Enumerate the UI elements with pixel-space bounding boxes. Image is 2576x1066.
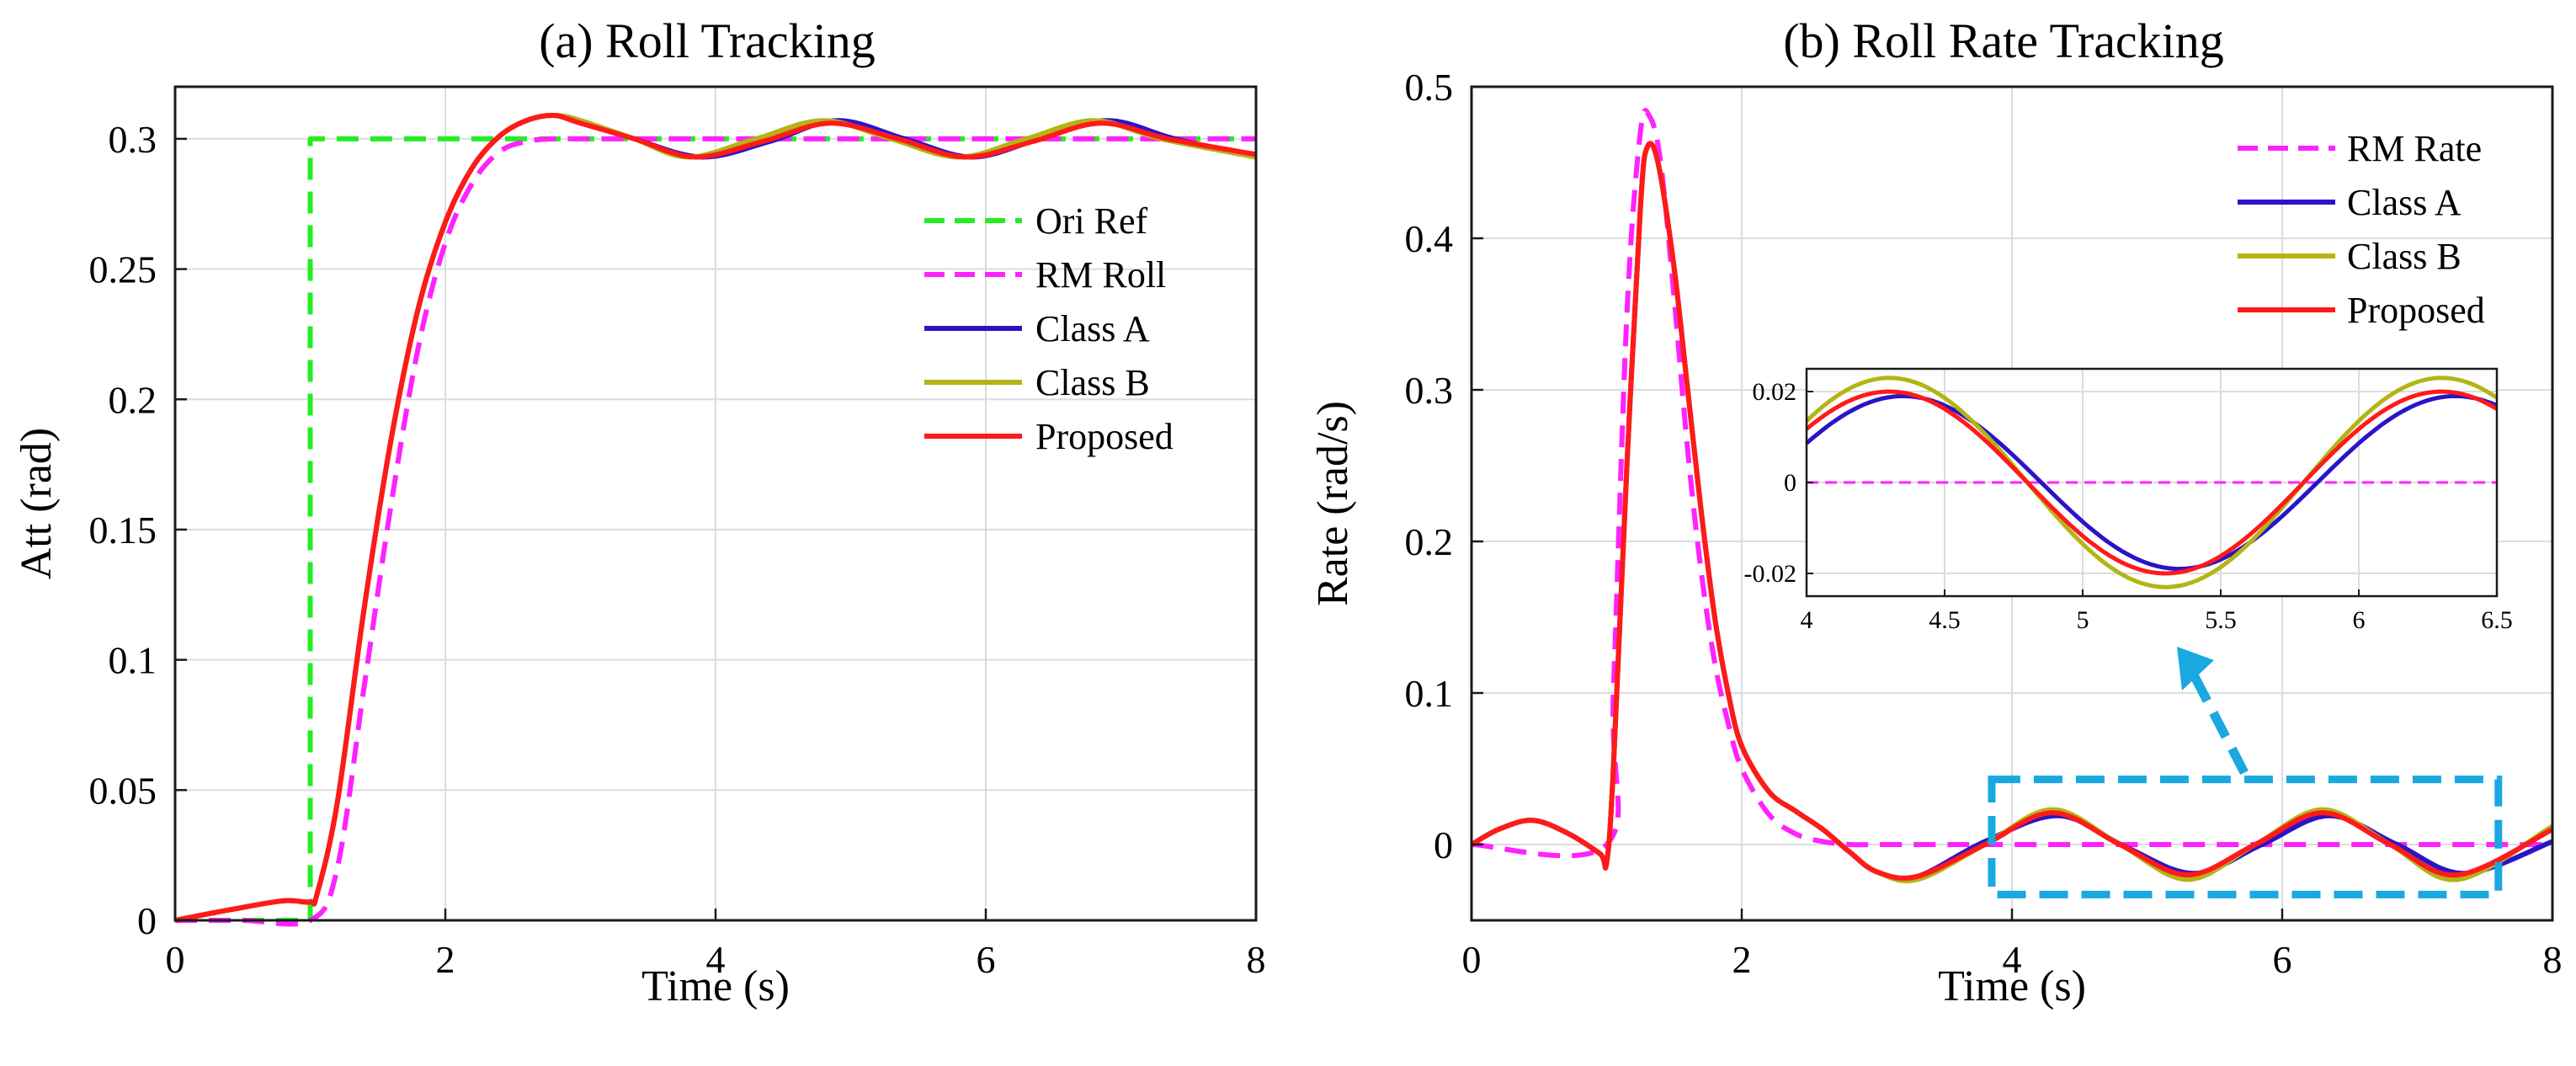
inset-x-tick-label: 5 (2077, 606, 2089, 634)
inset-x-tick-label: 6.5 (2481, 606, 2513, 634)
roll-chart-title: (a) Roll Tracking (539, 13, 876, 68)
roll-series-proposed (174, 112, 1257, 923)
roll-y-axis-label: Att (rad) (13, 428, 61, 579)
zoom-inset: 4 4.5 5 5.5 6 6.5 -0.02 0 0.02 (1744, 367, 2513, 634)
zoom-highlight (1988, 647, 2503, 898)
rate-y-tick-label: 0 (1434, 823, 1453, 866)
roll-legend: Ori Ref RM Roll Class A Class B Proposed (924, 200, 1174, 457)
inset-series (1805, 376, 2499, 589)
roll-y-tick-label: 0.3 (109, 118, 157, 161)
inset-x-tick-label: 4.5 (1929, 606, 1961, 634)
rate-y-tick-label: 0.4 (1405, 217, 1454, 260)
rate-legend-label: Proposed (2347, 290, 2485, 331)
roll-y-tick-label: 0.25 (89, 248, 157, 291)
roll-x-axis-label: Time (s) (641, 962, 790, 1010)
rate-y-tick-label: 0.2 (1405, 520, 1454, 563)
inset-x-tick-label: 6 (2353, 606, 2366, 634)
zoom-highlight-box (1988, 776, 2503, 898)
inset-x-tick-label: 4 (1801, 606, 1813, 634)
rate-legend-label: Class B (2347, 236, 2462, 277)
rate-series-rm-rate (1471, 108, 2552, 859)
roll-y-tick-label: 0.05 (89, 769, 157, 812)
roll-x-tick-label: 4 (706, 938, 726, 981)
rate-legend-label: RM Rate (2347, 128, 2482, 169)
roll-series (174, 112, 1257, 927)
roll-tracking-panel: (a) Roll Tracking 0 2 4 6 8 0 0.05 0.1 0.15 0.2 0.… (13, 13, 1266, 1010)
rate-series-proposed (1470, 141, 2554, 881)
roll-rate-tracking-panel: (b) Roll Rate Tracking 0 2 4 6 8 0 0.1 0.2 0.3 0.… (1309, 13, 2563, 1010)
inset-y-tick-label: 0 (1784, 469, 1796, 497)
rate-legend-label: Class A (2347, 182, 2462, 223)
rate-legend: RM Rate Class A Class B Proposed (2238, 128, 2485, 331)
inset-series-proposed (1805, 389, 2499, 576)
roll-legend-label: RM Roll (1035, 254, 1166, 296)
rate-x-tick-label: 8 (2543, 938, 2563, 981)
rate-x-tick-label: 4 (2003, 938, 2022, 981)
inset-y-tick-label: -0.02 (1744, 560, 1797, 588)
roll-legend-label: Ori Ref (1035, 200, 1148, 242)
rate-chart-title: (b) Roll Rate Tracking (1783, 13, 2224, 68)
rate-y-axis-label: Rate (rad/s) (1309, 401, 1357, 606)
roll-x-tick-label: 8 (1247, 938, 1266, 981)
rate-y-tick-label: 0.5 (1405, 66, 1454, 109)
roll-legend-label: Class A (1035, 308, 1150, 349)
rate-x-tick-label: 2 (1732, 938, 1752, 981)
inset-ticks: 4 4.5 5 5.5 6 6.5 -0.02 0 0.02 (1744, 378, 2513, 634)
inset-x-tick-label: 5.5 (2205, 606, 2237, 634)
rate-y-tick-label: 0.3 (1405, 369, 1454, 412)
zoom-arrow-shaft (2185, 663, 2249, 776)
rate-y-tick-label: 0.1 (1405, 672, 1454, 715)
zoom-arrow-head (2177, 647, 2214, 690)
roll-legend-label: Class B (1035, 362, 1150, 403)
roll-y-tick-label: 0.15 (89, 509, 157, 552)
roll-y-tick-label: 0 (137, 899, 157, 942)
rate-series (1470, 108, 2554, 884)
inset-y-tick-label: 0.02 (1753, 378, 1797, 406)
roll-y-tick-label: 0.2 (109, 378, 157, 421)
roll-x-tick-label: 6 (977, 938, 996, 981)
rate-x-tick-label: 0 (1462, 938, 1482, 981)
rate-x-axis-label: Time (s) (1938, 962, 2086, 1010)
rate-ticks: 0 2 4 6 8 0 0.1 0.2 0.3 0.4 0.5 (1405, 66, 2563, 981)
roll-ticks: 0 2 4 6 8 0 0.05 0.1 0.15 0.2 0.25 0.3 (89, 118, 1266, 981)
inset-series-class-b (1805, 376, 2499, 589)
rate-x-tick-label: 6 (2273, 938, 2292, 981)
roll-x-tick-label: 0 (166, 938, 185, 981)
roll-legend-label: Proposed (1035, 416, 1174, 457)
roll-x-tick-label: 2 (436, 938, 455, 981)
roll-y-tick-label: 0.1 (109, 639, 157, 682)
